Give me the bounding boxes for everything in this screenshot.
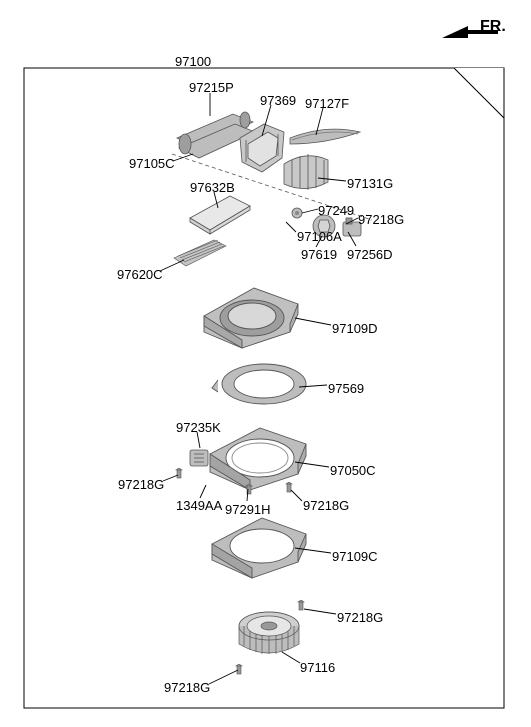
callout-97215P: 97215P (189, 80, 234, 95)
callout-97131G: 97131G (347, 176, 393, 191)
callout-97249: 97249 (318, 203, 354, 218)
callout-97218G: 97218G (164, 680, 210, 695)
callout-97109D: 97109D (332, 321, 378, 336)
callout-97619: 97619 (301, 247, 337, 262)
part-screw-right (284, 482, 294, 496)
part-97291H-screw (244, 484, 254, 498)
callout-97106A: 97106A (297, 229, 342, 244)
callout-97218G: 97218G (118, 477, 164, 492)
part-97109D-case-upper (190, 276, 310, 352)
callout-97050C: 97050C (330, 463, 376, 478)
callout-97620C: 97620C (117, 267, 163, 282)
callout-97218G: 97218G (337, 610, 383, 625)
part-97131G-cage (278, 146, 336, 196)
callout-97235K: 97235K (176, 420, 221, 435)
part-97127F-seal (286, 122, 364, 148)
part-97109C-case-lower (200, 508, 316, 580)
part-screw-bottom (234, 664, 244, 678)
callout-97105C: 97105C (129, 156, 175, 171)
callout-97369: 97369 (260, 93, 296, 108)
callout-97127F: 97127F (305, 96, 349, 111)
callout-97116: 97116 (300, 660, 335, 675)
part-screw-left (174, 468, 184, 482)
callout-97632B: 97632B (190, 180, 235, 195)
callout-97291H: 97291H (225, 502, 271, 517)
callout-97218G: 97218G (303, 498, 349, 513)
part-97249-knob (290, 206, 304, 220)
callout-97256D: 97256D (347, 247, 393, 262)
callout-97109C: 97109C (332, 549, 378, 564)
part-97632B-filter (186, 190, 254, 236)
part-97116-blower (232, 606, 306, 664)
callout-97100: 97100 (175, 54, 211, 69)
part-97569-ring (210, 358, 310, 410)
callout-1349AA: 1349AA (176, 498, 222, 513)
callout-97569: 97569 (328, 381, 364, 396)
callout-97218G: 97218G (358, 212, 404, 227)
part-97620C-grille (170, 236, 230, 272)
